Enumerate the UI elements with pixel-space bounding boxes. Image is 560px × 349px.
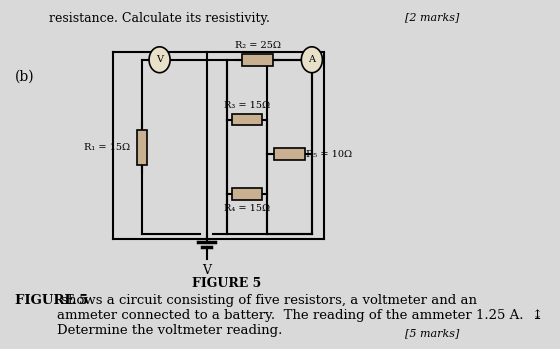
FancyBboxPatch shape bbox=[274, 148, 305, 160]
Text: FIGURE 5: FIGURE 5 bbox=[15, 294, 88, 307]
Circle shape bbox=[149, 47, 170, 73]
Text: R₂ = 25Ω: R₂ = 25Ω bbox=[235, 41, 281, 50]
Text: [5 marks]: [5 marks] bbox=[405, 329, 459, 339]
FancyBboxPatch shape bbox=[242, 54, 273, 66]
FancyBboxPatch shape bbox=[232, 113, 263, 126]
Text: [2 marks]: [2 marks] bbox=[405, 12, 459, 22]
Text: R₃ = 15Ω: R₃ = 15Ω bbox=[224, 101, 270, 110]
FancyBboxPatch shape bbox=[232, 188, 263, 200]
Text: R₅ = 10Ω: R₅ = 10Ω bbox=[306, 150, 352, 159]
Text: (b): (b) bbox=[15, 70, 34, 84]
Text: resistance. Calculate its resistivity.: resistance. Calculate its resistivity. bbox=[49, 12, 269, 25]
Text: V: V bbox=[156, 55, 163, 64]
Text: V: V bbox=[202, 264, 211, 277]
Text: R₁ = 15Ω: R₁ = 15Ω bbox=[85, 143, 130, 152]
Text: FIGURE 5: FIGURE 5 bbox=[192, 277, 262, 290]
Text: shows a circuit consisting of five resistors, a voltmeter and an
ammeter connect: shows a circuit consisting of five resis… bbox=[57, 294, 543, 337]
Text: A: A bbox=[309, 55, 315, 64]
FancyBboxPatch shape bbox=[137, 130, 147, 165]
Text: R₄ = 15Ω: R₄ = 15Ω bbox=[224, 204, 270, 213]
Circle shape bbox=[301, 47, 323, 73]
